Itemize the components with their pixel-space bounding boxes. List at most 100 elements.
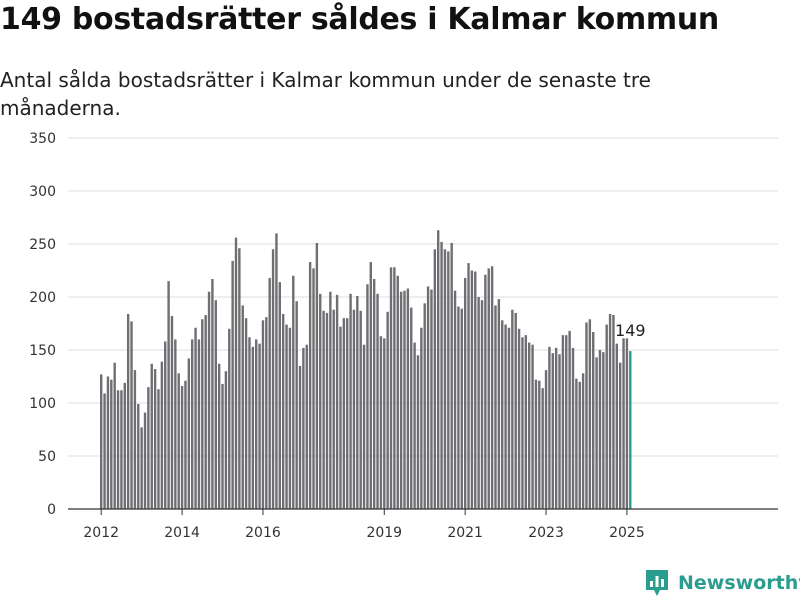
bar [437, 230, 440, 509]
bar [288, 327, 292, 509]
bar [524, 335, 528, 509]
bar [527, 342, 531, 509]
bar [359, 310, 362, 509]
x-tick-label: 2012 [83, 525, 119, 541]
bar [467, 263, 470, 509]
bar [541, 388, 544, 509]
bar [396, 275, 399, 509]
bar [548, 346, 551, 509]
bar [265, 317, 268, 509]
y-tick-label: 350 [29, 131, 56, 147]
bar [147, 387, 150, 509]
chart-title: 149 bostadsrätter såldes i Kalmar kommun [0, 2, 719, 37]
bar [379, 336, 383, 509]
bar [383, 338, 386, 509]
bar [416, 355, 420, 509]
bar [430, 289, 433, 509]
bar [501, 320, 504, 509]
bar [460, 308, 463, 509]
bar [194, 327, 197, 509]
bar [126, 313, 130, 509]
bar [204, 315, 207, 509]
x-tick-label: 2025 [609, 525, 645, 541]
bar [110, 379, 113, 509]
bar [426, 286, 430, 509]
bar [433, 249, 437, 510]
x-tick-label: 2021 [447, 525, 483, 541]
bar [120, 390, 123, 509]
bar [174, 339, 177, 509]
bar [406, 288, 410, 509]
bar [581, 373, 585, 509]
bar [150, 363, 153, 509]
bar [224, 371, 228, 509]
bar [143, 412, 147, 509]
newsworthy-logo: Newsworthy [644, 568, 800, 598]
bar [231, 260, 234, 509]
bar [329, 291, 332, 509]
bar [352, 309, 356, 509]
bar [292, 275, 295, 509]
bar [386, 311, 389, 509]
bar [123, 382, 126, 509]
bar [167, 281, 170, 509]
bar [477, 297, 480, 509]
bar [558, 354, 561, 509]
y-tick-label: 250 [29, 237, 56, 253]
bar [305, 344, 308, 509]
bar [308, 262, 312, 509]
bar [423, 303, 426, 509]
bar [278, 282, 282, 509]
bar [319, 293, 322, 509]
bar [258, 343, 261, 509]
bar [241, 305, 244, 509]
bar [487, 268, 490, 509]
bar [457, 306, 460, 509]
bar [410, 307, 413, 509]
bar [534, 379, 538, 509]
bar [595, 357, 598, 509]
bar [281, 313, 285, 509]
bar [315, 242, 319, 509]
bar [170, 316, 174, 509]
y-tick-label: 100 [29, 396, 56, 412]
bar [463, 277, 467, 509]
x-tick-label: 2016 [245, 525, 281, 541]
bar [255, 339, 258, 509]
bar [592, 331, 595, 509]
bar [531, 344, 534, 509]
bar [113, 362, 116, 509]
bar [335, 294, 339, 509]
bar [470, 270, 474, 509]
bar [164, 341, 167, 509]
bar-chart-icon [646, 570, 668, 596]
bar [538, 380, 541, 509]
bar [420, 327, 423, 509]
bar [201, 319, 204, 509]
bar [366, 284, 369, 509]
bar [271, 249, 275, 510]
bar [507, 327, 511, 509]
bar [389, 267, 393, 509]
bar [197, 339, 201, 509]
bar [342, 318, 346, 509]
bar [413, 342, 416, 509]
bar [116, 390, 120, 509]
bar [221, 383, 224, 509]
bar [133, 370, 137, 509]
x-tick-label: 2019 [366, 525, 402, 541]
bar [474, 271, 477, 509]
bar [480, 300, 484, 509]
bar [551, 353, 554, 509]
bar [608, 313, 612, 509]
bar [497, 299, 501, 509]
bar [450, 242, 453, 509]
bar [440, 241, 443, 509]
bar [490, 266, 494, 509]
bar [106, 376, 110, 509]
bar [511, 309, 514, 509]
x-axis: 2012 2014 2016 2019 2021 2023 2025 [68, 508, 778, 541]
bar [494, 305, 497, 509]
bar-latest [629, 351, 632, 509]
y-tick-label: 50 [38, 449, 56, 465]
